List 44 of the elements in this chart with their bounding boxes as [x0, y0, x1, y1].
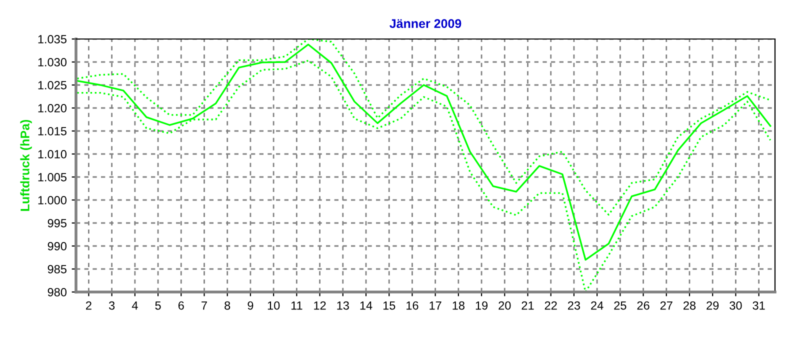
- x-tick-label: 8: [224, 301, 230, 310]
- y-tick-label: 1.010: [38, 150, 67, 158]
- y-tick-label: 1.030: [38, 58, 67, 66]
- y-tick-label: 990: [48, 242, 67, 250]
- x-tick-label: 5: [155, 301, 161, 310]
- x-tick-label: 22: [544, 301, 557, 310]
- x-tick-label: 24: [591, 301, 604, 310]
- x-tick-label: 6: [178, 301, 184, 310]
- y-tick-label: 1.035: [38, 35, 66, 44]
- x-tick-label: 13: [337, 301, 349, 310]
- x-tick-label: 18: [452, 301, 464, 310]
- x-tick-label: 4: [132, 301, 138, 310]
- y-tick-label: 995: [48, 219, 66, 228]
- x-tick-label: 27: [660, 301, 672, 310]
- x-tick-label: 29: [706, 301, 719, 310]
- y-tick-label: 1.025: [38, 81, 66, 90]
- y-tick-label: 1.005: [38, 173, 66, 182]
- x-tick-label: 9: [248, 301, 254, 310]
- x-tick-label: 14: [360, 301, 372, 310]
- x-tick-label: 7: [202, 301, 207, 310]
- x-tick-label: 15: [383, 301, 396, 310]
- x-tick-label: 26: [637, 301, 650, 310]
- x-tick-label: 23: [568, 301, 580, 310]
- x-tick-label: 2: [86, 301, 92, 310]
- chart-title: Jänner 2009: [390, 19, 462, 28]
- x-tick-label: 21: [522, 301, 534, 310]
- y-tick-label: 1.015: [38, 127, 66, 136]
- y-tick-label: 1.000: [38, 196, 67, 204]
- y-tick-label: 1.020: [38, 104, 67, 112]
- x-tick-label: 3: [108, 301, 115, 310]
- x-tick-label: 10: [268, 301, 280, 310]
- x-tick-label: 20: [498, 301, 511, 310]
- x-tick-label: 11: [291, 301, 302, 310]
- y-tick-label: 980: [48, 288, 67, 296]
- x-tick-label: 16: [406, 301, 418, 310]
- x-tick-label: 17: [430, 301, 442, 310]
- y-axis-title: Luftdruck (hPa): [20, 120, 32, 211]
- x-tick-label: 28: [684, 301, 696, 310]
- x-tick-label: 19: [476, 301, 488, 310]
- x-tick-label: 30: [730, 301, 742, 310]
- x-tick-label: 31: [752, 301, 765, 310]
- x-tick-label: 25: [614, 301, 626, 310]
- x-tick-label: 12: [314, 301, 326, 310]
- y-tick-label: 985: [48, 265, 66, 274]
